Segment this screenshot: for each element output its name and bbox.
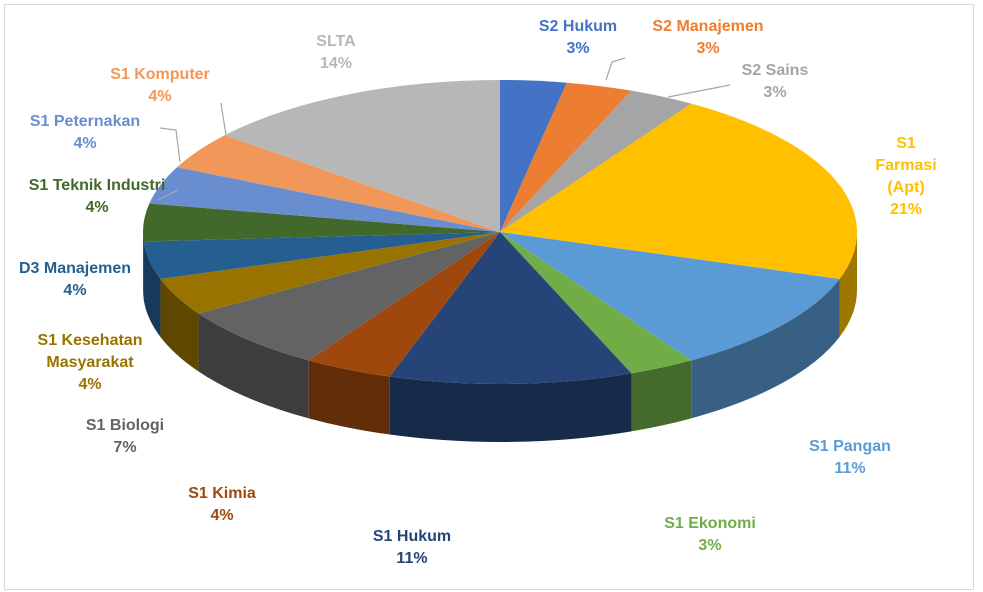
leader-line: [667, 84, 731, 98]
category-label: S1 Kesehatan Masyarakat: [37, 332, 143, 371]
leader-line: [159, 127, 181, 163]
value-label: 21%: [889, 201, 923, 218]
data-label: S1 Biologi 7%: [86, 415, 164, 459]
slice-side: [389, 373, 632, 442]
category-label: S2 Sains: [741, 62, 809, 79]
value-label: 3%: [696, 40, 720, 57]
data-label: S1 Kesehatan Masyarakat 4%: [10, 330, 170, 396]
leader-line: [157, 189, 179, 201]
category-label: S1 Peternakan: [29, 113, 141, 130]
data-label: S1 Hukum 11%: [373, 526, 451, 570]
data-label: S2 Hukum 3%: [539, 16, 617, 60]
data-label: SLTA 14%: [316, 31, 355, 75]
slice: [500, 232, 692, 374]
slice: [198, 232, 500, 361]
slice: [308, 232, 500, 377]
slice: [500, 90, 692, 232]
slice: [500, 80, 567, 232]
slice-side: [198, 313, 309, 419]
value-label: 4%: [210, 507, 234, 524]
category-label: S2 Manajemen: [652, 18, 764, 35]
value-label: 11%: [834, 460, 866, 477]
value-label: 3%: [698, 537, 722, 554]
category-label: S1 Kimia: [188, 485, 256, 502]
slice: [224, 80, 501, 232]
slice-side: [308, 360, 390, 435]
chart-frame: [4, 4, 974, 590]
slice: [500, 232, 840, 361]
category-label: S1 Biologi: [85, 417, 165, 434]
slice-side: [631, 360, 692, 432]
data-label: S1 Teknik Industri 4%: [29, 175, 166, 219]
slice-side: [839, 232, 857, 337]
value-label: 14%: [319, 55, 353, 72]
data-label: S1 Peternakan 4%: [30, 111, 140, 155]
data-label: S2 Sains 3%: [742, 60, 809, 104]
category-label: SLTA: [316, 33, 356, 50]
leader-line: [220, 102, 227, 136]
leader-line: [605, 57, 626, 81]
slice: [160, 232, 500, 314]
value-label: 4%: [73, 135, 97, 152]
value-label: 4%: [78, 376, 102, 393]
data-label: S1 Pangan 11%: [809, 436, 891, 480]
value-label: 3%: [763, 84, 787, 101]
slice: [500, 82, 632, 232]
data-label: S1 Ekonomi 3%: [664, 513, 756, 557]
value-label: 4%: [63, 282, 87, 299]
slice-side: [143, 232, 144, 300]
slice: [389, 232, 632, 384]
data-label: S1 Komputer 4%: [110, 64, 210, 108]
value-label: 4%: [85, 199, 109, 216]
category-label: D3 Manajemen: [18, 260, 132, 277]
value-label: 4%: [148, 88, 172, 105]
slice: [143, 232, 500, 279]
slice: [149, 167, 500, 232]
slice-side: [143, 241, 161, 337]
category-label: S1 Ekonomi: [664, 515, 756, 532]
value-label: 3%: [566, 40, 590, 57]
slice: [176, 135, 500, 232]
category-label: S1 Farmasi (Apt): [875, 135, 937, 196]
category-label: S1 Pangan: [809, 438, 891, 455]
slice-side: [691, 278, 840, 419]
data-label: S1 Kimia 4%: [188, 483, 256, 527]
slice: [500, 103, 857, 279]
data-label: S1 Farmasi (Apt) 21%: [868, 133, 945, 221]
data-label: S2 Manajemen 3%: [652, 16, 763, 60]
slice-side: [160, 278, 199, 372]
data-label: D3 Manajemen 4%: [19, 258, 131, 302]
slice: [143, 203, 500, 242]
value-label: 11%: [396, 550, 428, 567]
category-label: S2 Hukum: [538, 18, 618, 35]
value-label: 7%: [113, 439, 137, 456]
category-label: S1 Teknik Industri: [28, 177, 166, 194]
category-label: S1 Hukum: [372, 528, 452, 545]
category-label: S1 Komputer: [110, 66, 210, 83]
